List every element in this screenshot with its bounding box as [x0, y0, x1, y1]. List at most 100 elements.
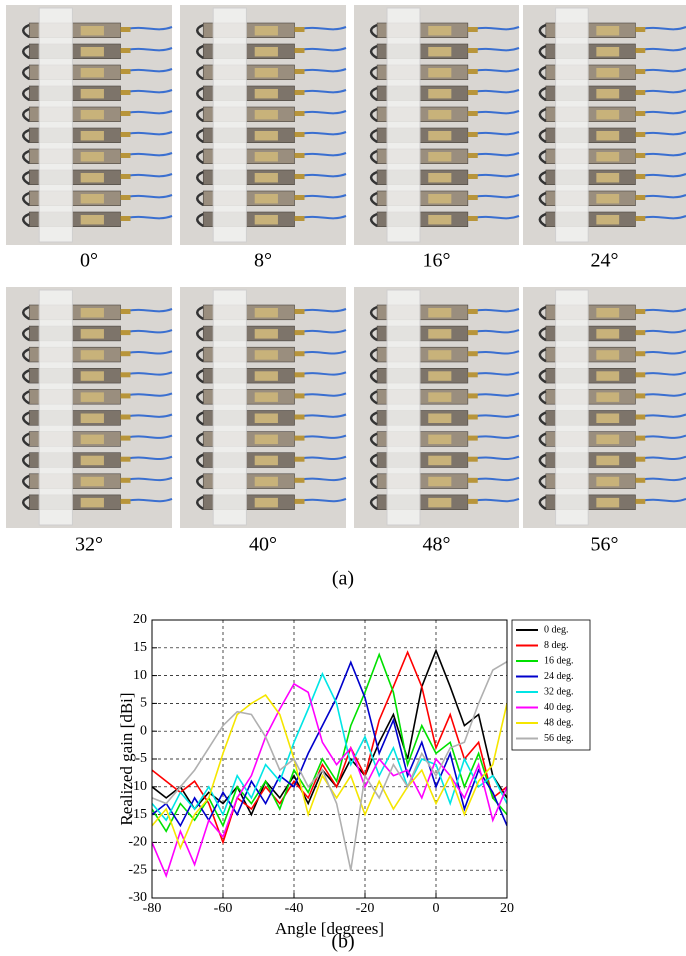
connector: [467, 414, 478, 420]
hook: [22, 390, 30, 405]
label-patch: [80, 89, 104, 99]
label-patch: [80, 308, 104, 318]
label-patch: [254, 413, 278, 423]
hook: [196, 348, 204, 363]
label-patch: [80, 110, 104, 120]
cable: [125, 173, 173, 178]
hook: [369, 44, 378, 60]
connector: [635, 27, 646, 32]
cable: [299, 152, 347, 157]
connector: [635, 498, 646, 504]
connector: [120, 477, 131, 483]
connector: [467, 174, 478, 179]
cable: [472, 308, 520, 313]
connector: [635, 174, 646, 179]
hook: [196, 44, 204, 60]
photo-label: 8°: [254, 250, 272, 272]
y-tick-label: 5: [140, 696, 147, 711]
connector: [294, 477, 305, 483]
cable: [299, 329, 347, 334]
hook: [369, 348, 378, 363]
legend-box: [511, 619, 591, 751]
photo-label: 56°: [591, 534, 619, 556]
label-patch: [254, 68, 278, 78]
cable: [640, 173, 686, 178]
connector: [467, 90, 478, 95]
x-tick-label: 20: [500, 901, 514, 916]
hook: [538, 390, 547, 405]
plastic-holder: [38, 289, 73, 526]
hook: [196, 107, 204, 123]
cable: [640, 497, 686, 503]
hook: [196, 369, 204, 384]
cable: [640, 89, 686, 94]
hook: [22, 495, 30, 510]
plastic-holder: [212, 7, 247, 243]
connector: [294, 456, 305, 462]
cable: [472, 455, 520, 460]
cable: [299, 173, 347, 178]
connector: [120, 351, 131, 357]
hook: [369, 474, 378, 489]
y-tick-label: -30: [128, 890, 147, 905]
connector: [294, 90, 305, 95]
label-patch: [254, 497, 278, 508]
hook: [538, 149, 547, 165]
hook: [22, 44, 30, 60]
series-line: [152, 661, 507, 871]
hook: [196, 326, 204, 342]
hook: [22, 369, 30, 384]
legend-label: 8 deg.: [544, 640, 568, 651]
connector: [294, 174, 305, 179]
photo: [180, 287, 347, 528]
connector: [294, 27, 305, 32]
connector: [467, 27, 478, 32]
connector: [120, 498, 131, 504]
hook: [369, 107, 378, 123]
hook: [538, 23, 547, 39]
cable: [640, 47, 686, 52]
x-axis-title: Angle [degrees]: [275, 919, 384, 938]
hook: [196, 453, 204, 468]
cable: [640, 215, 686, 220]
label-patch: [254, 89, 278, 99]
cable: [640, 413, 686, 418]
connector: [467, 351, 478, 357]
connector: [120, 69, 131, 74]
label-patch: [254, 194, 278, 204]
hook: [538, 495, 547, 510]
label-patch: [254, 110, 278, 120]
hook: [538, 212, 547, 228]
cable: [299, 476, 347, 482]
hook: [22, 453, 30, 468]
connector: [635, 435, 646, 441]
connector: [120, 48, 131, 53]
hook: [22, 305, 30, 321]
hook: [538, 191, 547, 207]
connector: [635, 351, 646, 357]
label-patch: [596, 215, 620, 225]
connector: [467, 153, 478, 158]
photo: [6, 287, 173, 528]
hook: [538, 65, 547, 81]
cable: [640, 68, 686, 73]
photo: [523, 5, 686, 245]
hook: [22, 170, 30, 186]
hook: [369, 411, 378, 426]
hook: [196, 128, 204, 144]
cable: [472, 329, 520, 334]
label-patch: [428, 413, 452, 423]
hook: [369, 495, 378, 510]
connector: [294, 435, 305, 441]
cable: [299, 413, 347, 418]
cable: [299, 308, 347, 313]
label-patch: [596, 173, 620, 183]
connector: [467, 111, 478, 116]
hook: [369, 212, 378, 228]
label-patch: [428, 476, 452, 487]
cable: [299, 110, 347, 115]
hook: [22, 107, 30, 123]
hook: [538, 411, 547, 426]
hook: [196, 170, 204, 186]
hook: [22, 432, 30, 447]
